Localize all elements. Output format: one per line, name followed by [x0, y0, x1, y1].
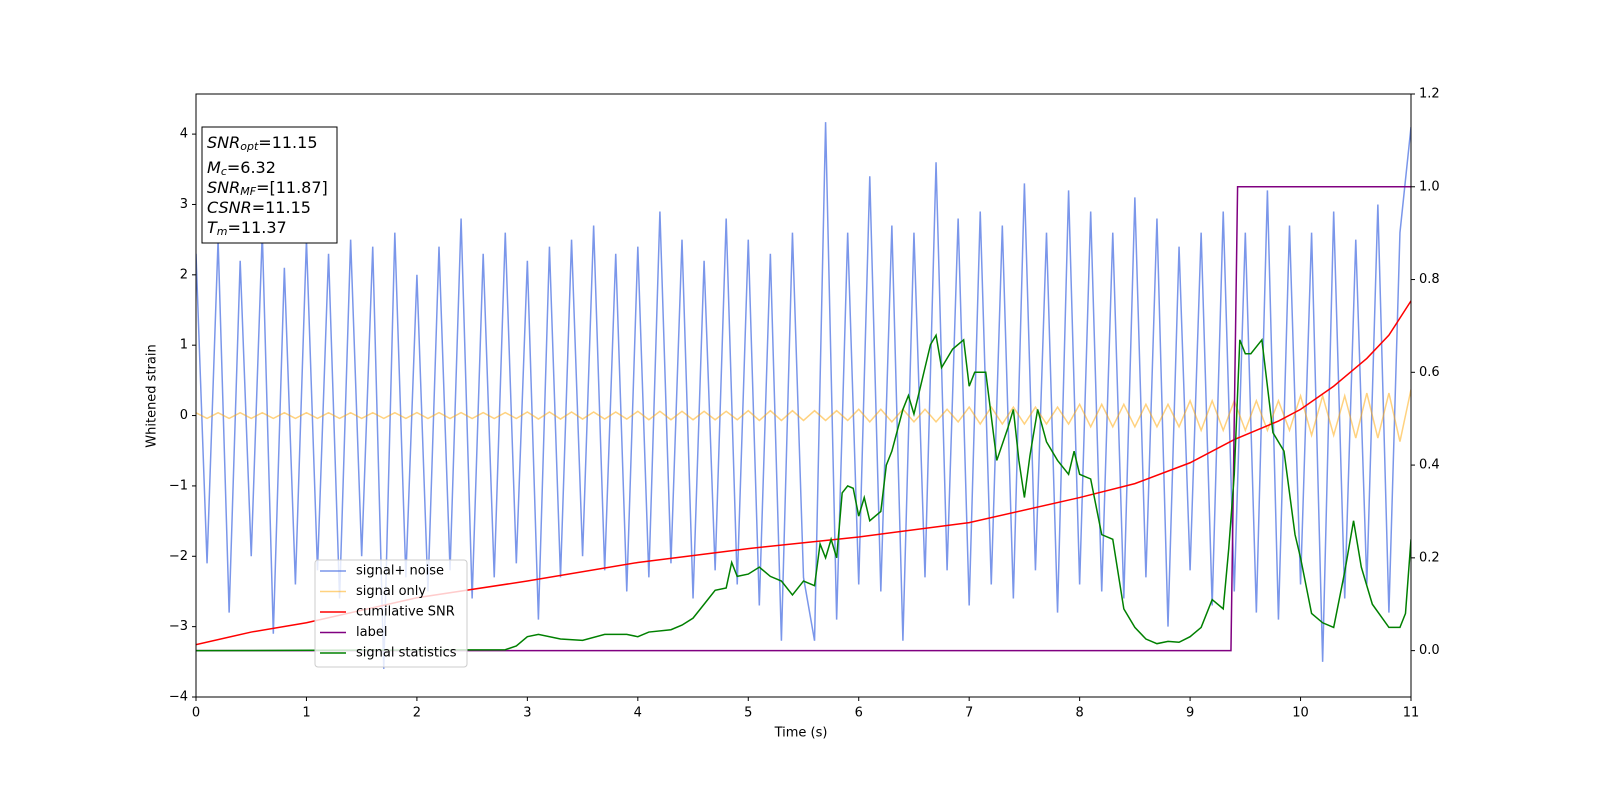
- y2-tick-label: 0.0: [1419, 643, 1440, 658]
- series-line: [196, 122, 1411, 669]
- legend-label: signal only: [356, 584, 426, 599]
- annotation-value: =6.32: [227, 158, 276, 177]
- x-tick-label: 7: [965, 706, 973, 721]
- x-tick-label: 6: [855, 706, 863, 721]
- y2-tick-label: 1.2: [1419, 87, 1440, 102]
- plot-frame: [195, 93, 1412, 698]
- legend: signal+ noise signal only cumilative SNR la…: [314, 559, 468, 668]
- legend-label: signal+ noise: [356, 564, 444, 579]
- annotation-value: =[11.87]: [256, 178, 328, 197]
- y2-tick-label: 1.0: [1419, 179, 1440, 194]
- annotation: Mc=6.32: [207, 158, 276, 179]
- y2-tick-label: 0.8: [1419, 272, 1440, 287]
- y-tick-label: −2: [169, 549, 188, 564]
- annotation: SNRMF=[11.87]: [207, 178, 328, 199]
- legend-label: signal statistics: [356, 646, 457, 661]
- annotation-sub: c: [221, 165, 227, 178]
- x-axis-label: Time (s): [774, 726, 828, 741]
- annotation-value: =11.37: [228, 218, 287, 237]
- x-tick-label: 2: [413, 706, 421, 721]
- series-line: [196, 389, 1411, 442]
- y-tick-label: 3: [180, 197, 188, 212]
- y-tick-label: 0: [180, 408, 188, 423]
- annotation-name: CSNR: [207, 198, 252, 217]
- annotation-name: M: [207, 158, 221, 177]
- annotation-value: =11.15: [258, 133, 317, 152]
- annotation-box: [201, 126, 338, 244]
- annotation: CSNR=11.15: [207, 198, 311, 217]
- x-tick-label: 10: [1292, 706, 1309, 721]
- x-tick-label: 1: [302, 706, 310, 721]
- annotation-name: SNR: [207, 178, 240, 197]
- annotation-sub: opt: [240, 140, 259, 153]
- x-tick-label: 9: [1186, 706, 1194, 721]
- x-tick-label: 3: [523, 706, 531, 721]
- y-tick-label: 1: [180, 338, 188, 353]
- x-tick-label: 5: [744, 706, 752, 721]
- annotation-sub: MF: [240, 185, 256, 198]
- x-tick-label: 11: [1403, 706, 1420, 721]
- y-tick-label: −4: [169, 690, 188, 705]
- y-tick-label: 4: [180, 127, 188, 142]
- annotation: Tm=11.37: [207, 218, 287, 239]
- y-axis-label: Whitened strain: [145, 344, 160, 447]
- legend-label: cumilative SNR: [356, 605, 455, 620]
- annotation: SNRopt=11.15: [207, 133, 318, 154]
- y2-tick-label: 0.6: [1419, 365, 1440, 380]
- x-tick-label: 8: [1075, 706, 1083, 721]
- y-tick-label: −3: [169, 619, 188, 634]
- x-tick-label: 4: [634, 706, 642, 721]
- x-tick-label: 0: [192, 706, 200, 721]
- annotation-value: =11.15: [252, 198, 311, 217]
- legend-box: [314, 559, 468, 668]
- series-line: [196, 186, 1411, 652]
- annotation-name: SNR: [207, 133, 240, 152]
- annotation-name: T: [207, 218, 218, 237]
- series-line: [196, 333, 1411, 652]
- y2-tick-label: 0.4: [1419, 458, 1440, 473]
- y-tick-label: 2: [180, 267, 188, 282]
- y2-tick-label: 0.2: [1419, 550, 1440, 565]
- legend-label: label: [356, 625, 387, 640]
- y-tick-label: −1: [169, 478, 188, 493]
- annotation-sub: m: [217, 225, 228, 238]
